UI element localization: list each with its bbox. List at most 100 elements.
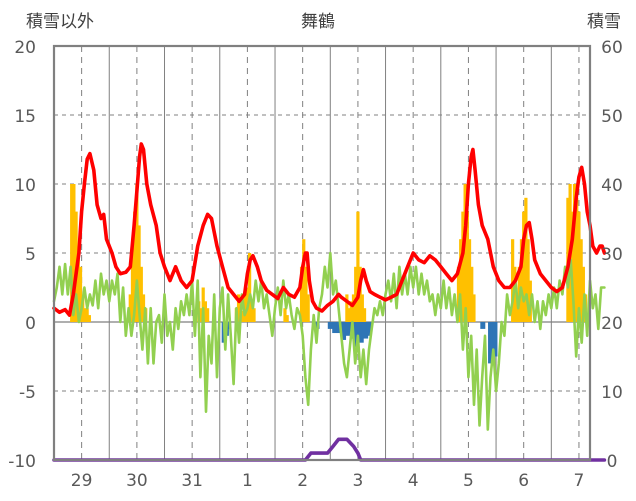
precip-bar <box>250 301 254 322</box>
precip-bar <box>362 308 367 322</box>
precip-bar <box>252 308 256 322</box>
precip-bar <box>304 266 308 322</box>
right-tick-label: 20 <box>601 314 623 334</box>
precip-bar <box>511 239 515 322</box>
precip-bar <box>459 239 463 322</box>
precip-bar <box>465 211 469 322</box>
precip-bar <box>72 184 76 322</box>
precip-bar <box>243 294 247 322</box>
frame-layer <box>52 44 592 462</box>
right-tick-label: 30 <box>601 245 623 265</box>
left-tick-label: 20 <box>14 38 36 58</box>
precip-bar <box>456 266 461 322</box>
precip-bar <box>206 308 210 322</box>
precip-bar <box>470 266 474 322</box>
precip-bar <box>463 184 467 322</box>
left-tick-label: 10 <box>14 176 36 196</box>
x-tick-label: 7 <box>574 471 585 491</box>
precip-bar <box>579 239 583 322</box>
precip-bar <box>349 301 353 322</box>
precip-bar <box>236 294 241 322</box>
precip-bar <box>139 266 143 322</box>
precip-bar <box>461 211 465 322</box>
x-tick-label: 29 <box>71 471 93 491</box>
precip-bar <box>522 211 526 322</box>
x-tick-label: 3 <box>353 471 364 491</box>
precip-bar <box>199 308 203 322</box>
right-tick-label: 0 <box>607 452 618 472</box>
precip-bar <box>360 294 364 322</box>
precip-bar <box>76 253 80 322</box>
precip-bar <box>351 294 356 322</box>
x-tick-label: 4 <box>408 471 419 491</box>
temp-diff-bar <box>366 322 372 336</box>
left-axis-label: 積雪以外 <box>26 12 94 32</box>
right-tick-label: 40 <box>601 176 623 196</box>
precip-bar <box>203 301 208 322</box>
precip-bar <box>347 308 351 322</box>
precip-bar <box>248 253 252 322</box>
temp-diff-bar <box>341 322 347 340</box>
green-series-line <box>52 251 606 431</box>
precip-bar <box>133 211 137 322</box>
precip-bar <box>201 287 205 322</box>
precip-bar <box>241 310 245 322</box>
precip-bar <box>85 308 89 322</box>
temp-diff-bar <box>332 322 338 334</box>
x-tick-label: 6 <box>518 471 529 491</box>
precip-bar <box>575 197 579 322</box>
temp-diff-bar <box>345 322 351 336</box>
precip-bar <box>135 184 139 322</box>
precip-bar <box>87 315 91 322</box>
precip-bar <box>283 308 287 322</box>
temp-diff-bar <box>480 322 486 329</box>
x-tick-label: 30 <box>126 471 148 491</box>
left-tick-label: -10 <box>8 452 36 472</box>
precip-bar <box>577 211 581 322</box>
precip-bar <box>70 184 74 322</box>
right-axis-label: 積雪 <box>587 12 621 32</box>
temp-diff-bar <box>363 322 369 339</box>
precip-bar <box>130 253 135 322</box>
precip-bar <box>141 294 146 322</box>
precip-bar <box>354 266 358 322</box>
precip-bar <box>572 184 577 322</box>
temp-diff-bar <box>358 322 364 343</box>
precip-bar <box>524 197 528 322</box>
plot-frame <box>52 44 592 462</box>
temp-diff-bar <box>336 322 342 334</box>
x-tick-label: 31 <box>181 471 203 491</box>
left-tick-label: -5 <box>19 383 36 403</box>
temp-diff-bar <box>226 322 232 329</box>
precip-bar <box>78 266 83 322</box>
precip-bar <box>137 225 141 322</box>
precip-bar <box>345 294 349 322</box>
red-series-line <box>52 142 607 317</box>
precip-bar <box>467 239 472 322</box>
precip-bar <box>302 239 306 322</box>
precip-bar <box>299 266 304 322</box>
chart-title: 舞鶴 <box>301 12 335 32</box>
precip-bar <box>306 294 310 322</box>
x-tick-label: 5 <box>463 471 474 491</box>
precip-bar <box>513 266 517 322</box>
left-tick-label: 0 <box>25 314 36 334</box>
left-tick-label: 15 <box>14 107 36 127</box>
x-tick-label: 2 <box>297 471 308 491</box>
grid-layer <box>54 46 590 460</box>
right-tick-label: 10 <box>601 383 623 403</box>
left-tick-label: 5 <box>25 245 36 265</box>
precip-bar <box>356 211 360 322</box>
temp-diff-bar <box>492 322 498 357</box>
precip-bar <box>519 239 524 322</box>
x-tick-label: 1 <box>242 471 253 491</box>
right-tick-label: 60 <box>601 38 623 58</box>
temp-diff-bar <box>327 322 333 329</box>
temp-diff-bar <box>354 322 360 347</box>
precip-bar <box>128 294 132 322</box>
right-tick-label: 50 <box>601 107 623 127</box>
precip-bar <box>83 308 87 322</box>
